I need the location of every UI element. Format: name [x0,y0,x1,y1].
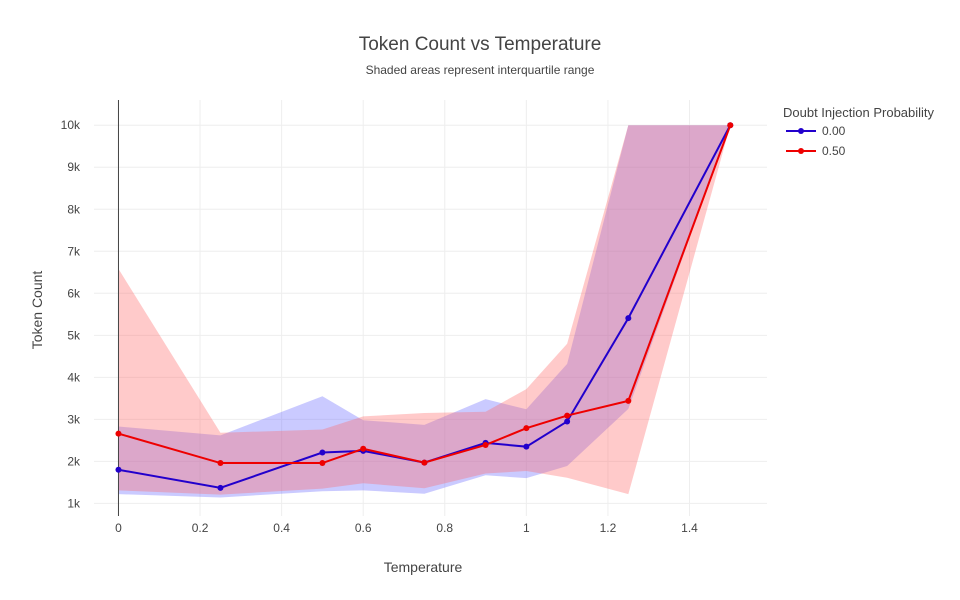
y-tick-label: 1k [67,496,81,510]
y-tick-labels: 1k 2k 3k 4k 5k 6k 7k 8k 9k 10k [61,118,81,510]
data-point-series-0.50[interactable] [115,430,122,437]
y-tick-label: 5k [67,328,81,342]
data-point-series-0.50[interactable] [421,459,428,466]
series-point-layer [115,122,734,491]
x-tick-labels: 0 0.2 0.4 0.6 0.8 1 1.2 1.4 [115,521,698,535]
legend-item-0.50[interactable]: 0.50 [786,144,846,158]
x-axis-title: Temperature [384,559,463,575]
legend-swatch-marker [798,128,804,134]
legend-label: 0.50 [822,144,846,158]
x-tick-label: 0.2 [192,521,209,535]
data-point-series-0.00[interactable] [523,443,530,450]
data-point-series-0.50[interactable] [360,445,367,452]
y-tick-label: 3k [67,412,81,426]
y-tick-label: 6k [67,286,81,300]
data-point-series-0.50[interactable] [482,441,489,448]
x-tick-label: 0.6 [355,521,372,535]
legend-title: Doubt Injection Probability [783,105,935,120]
y-tick-label: 7k [67,244,81,258]
iqr-band-layer [118,125,731,498]
legend-swatch-marker [798,148,804,154]
y-tick-label: 9k [67,160,81,174]
iqr-band-series-0.50 [118,125,731,495]
data-point-series-0.50[interactable] [319,460,326,467]
data-point-series-0.00[interactable] [564,418,571,425]
chart-subtitle: Shaded areas represent interquartile ran… [366,63,595,77]
y-tick-label: 4k [67,370,81,384]
data-point-series-0.50[interactable] [217,460,224,467]
y-axis-title: Token Count [29,271,45,350]
legend-item-0.00[interactable]: 0.00 [786,124,846,138]
x-tick-label: 0 [115,521,122,535]
series-line-layer [118,124,732,489]
x-tick-label: 0.4 [273,521,290,535]
data-point-series-0.50[interactable] [523,425,530,432]
grid-layer [94,100,767,516]
legend-items[interactable]: 0.00 0.50 [786,124,846,158]
data-point-series-0.00[interactable] [319,449,326,456]
data-point-series-0.50[interactable] [564,412,571,419]
series-line-0.50 [118,124,732,465]
legend-label: 0.00 [822,124,846,138]
x-tick-label: 0.8 [436,521,453,535]
data-point-series-0.00[interactable] [217,484,224,491]
y-tick-label: 10k [61,118,81,132]
x-tick-label: 1 [523,521,530,535]
x-tick-label: 1.2 [600,521,617,535]
data-point-series-0.00[interactable] [115,466,122,473]
legend[interactable]: Doubt Injection Probability 0.00 0.50 [783,105,935,158]
data-point-series-0.50[interactable] [625,397,632,404]
y-tick-label: 8k [67,202,81,216]
chart-title: Token Count vs Temperature [359,34,602,55]
data-point-series-0.00[interactable] [625,315,632,322]
y-tick-label: 2k [67,454,81,468]
data-point-series-0.50[interactable] [727,122,734,129]
series-line-0.00 [118,124,732,489]
x-tick-label: 1.4 [681,521,698,535]
